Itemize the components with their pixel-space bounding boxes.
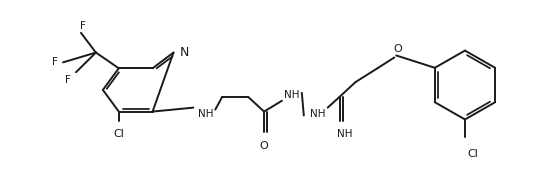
Text: NH: NH <box>310 109 325 119</box>
Text: O: O <box>259 141 269 151</box>
Text: NH: NH <box>284 90 300 100</box>
Text: Cl: Cl <box>467 149 478 159</box>
Text: F: F <box>52 57 58 67</box>
Text: Cl: Cl <box>113 129 124 139</box>
Text: O: O <box>393 44 401 54</box>
Text: F: F <box>80 21 86 31</box>
Text: NH: NH <box>337 129 352 139</box>
Text: NH: NH <box>198 109 213 119</box>
Text: F: F <box>65 75 71 85</box>
Text: N: N <box>180 46 189 59</box>
